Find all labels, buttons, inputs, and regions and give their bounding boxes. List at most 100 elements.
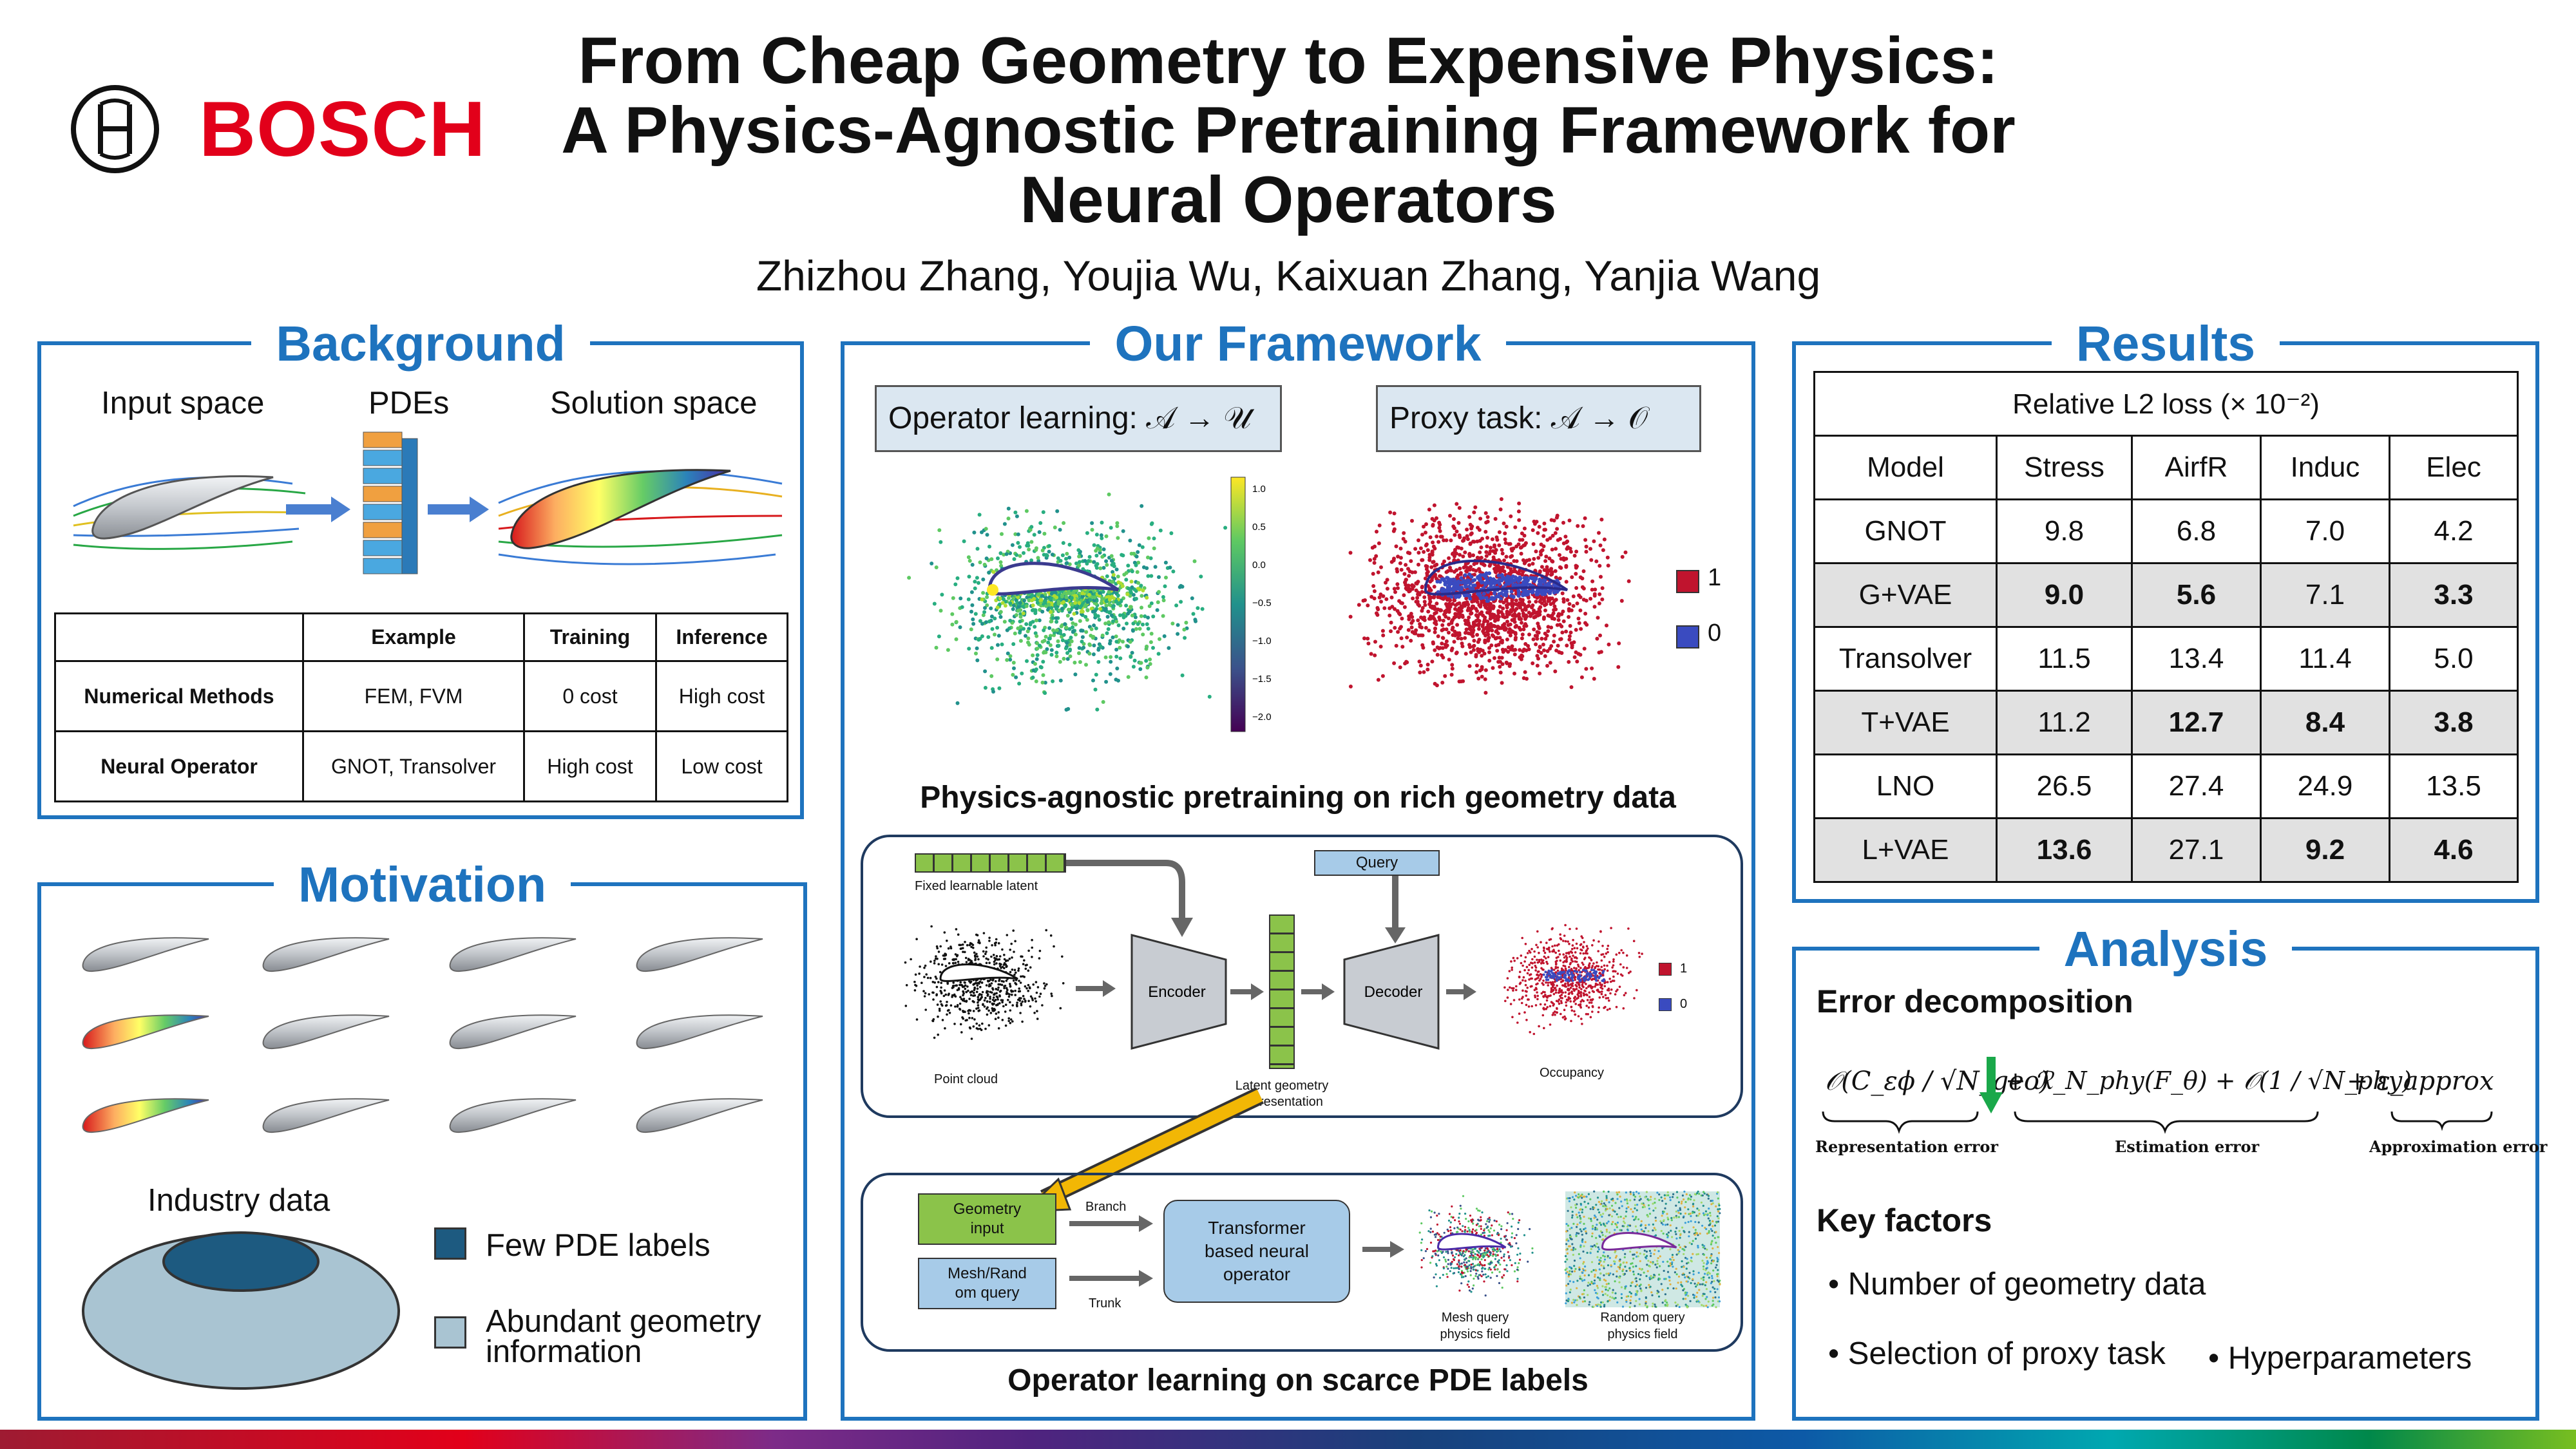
scatter-point <box>1156 600 1160 605</box>
scatter-point <box>1068 654 1073 659</box>
scatter-point <box>994 943 997 947</box>
scatter-point <box>1423 576 1427 581</box>
scatter-point <box>1590 969 1593 972</box>
scatter-point <box>1407 551 1412 555</box>
scatter-point <box>1048 643 1053 647</box>
pdes-label: PDEs <box>368 386 450 421</box>
scatter-point <box>1545 947 1549 951</box>
scatter-point <box>1523 670 1527 674</box>
scatter-point <box>1546 625 1550 629</box>
scatter-point <box>1435 516 1438 520</box>
scatter-point <box>1524 613 1529 618</box>
scatter-point <box>1430 516 1435 521</box>
scatter-point <box>997 1016 1000 1019</box>
scatter-point <box>1493 566 1498 571</box>
scatter-point <box>1420 585 1424 590</box>
scatter-point <box>1567 634 1572 638</box>
scatter-point <box>1541 617 1546 621</box>
scatter-point <box>934 565 939 569</box>
scatter-point <box>967 574 971 579</box>
scatter-point <box>1447 589 1451 593</box>
scatter-point <box>960 947 963 950</box>
scatter-point <box>1450 667 1455 671</box>
scatter-point <box>1368 558 1372 562</box>
scatter-point <box>993 616 997 621</box>
scatter-point <box>1565 954 1567 958</box>
scatter-point <box>1130 650 1134 655</box>
scatter-point <box>904 1005 908 1007</box>
scatter-point <box>944 958 947 960</box>
scatter-point <box>965 999 968 1002</box>
scatter-point <box>1556 1007 1558 1010</box>
scatter-point <box>1032 596 1036 601</box>
scatter-point <box>1437 526 1442 530</box>
scatter-point <box>1062 521 1066 526</box>
scatter-point <box>1429 1242 1433 1244</box>
scatter-point <box>995 992 998 995</box>
scatter-point <box>1410 630 1415 634</box>
scatter-point <box>1590 998 1592 1001</box>
scatter-point <box>1029 525 1034 529</box>
scatter-point <box>1496 564 1500 568</box>
scatter-point <box>1574 976 1576 978</box>
scatter-point <box>1105 595 1109 600</box>
scatter-point <box>1487 571 1491 576</box>
scatter-point <box>978 619 982 623</box>
scatter-point <box>1476 576 1480 580</box>
scatter-point <box>1174 603 1179 608</box>
scatter-point <box>1128 639 1132 644</box>
scatter-point <box>1056 643 1061 648</box>
scatter-point <box>959 1002 962 1005</box>
scatter-point <box>1426 609 1431 614</box>
scatter-point <box>1478 612 1482 616</box>
scatter-point <box>1527 558 1532 562</box>
scatter-point <box>1180 673 1185 677</box>
scatter-point <box>1034 667 1038 672</box>
scatter-point <box>1157 575 1161 580</box>
scatter-point <box>993 1003 995 1005</box>
scatter-point <box>960 605 964 609</box>
scatter-point <box>1042 638 1047 643</box>
scatter-point <box>1001 965 1004 969</box>
scatter-point <box>1478 647 1483 652</box>
scatter-point <box>1043 691 1047 696</box>
scatter-point <box>1580 585 1585 589</box>
scatter-point <box>1489 643 1494 648</box>
scatter-point <box>1579 948 1582 951</box>
scatter-point <box>1458 571 1463 575</box>
airfoil-shape <box>262 937 390 972</box>
scatter-point <box>1393 590 1397 594</box>
scatter-point <box>971 1017 974 1019</box>
scatter-point <box>994 998 997 1001</box>
scatter-point <box>963 981 966 984</box>
scatter-point <box>995 958 998 960</box>
scatter-point <box>1521 558 1525 562</box>
scatter-point <box>1534 600 1538 604</box>
scatter-point <box>1112 615 1117 620</box>
scatter-point <box>1447 630 1451 635</box>
scatter-point <box>1478 573 1483 577</box>
scatter-point <box>1116 623 1121 627</box>
scatter-point <box>1539 1003 1542 1006</box>
scatter-point <box>1027 598 1031 602</box>
transformer-label-1: Transformer <box>1208 1218 1306 1238</box>
scatter-point <box>1022 551 1026 555</box>
scatter-point <box>1596 983 1598 986</box>
scatter-point <box>1516 613 1520 618</box>
scatter-point <box>1550 547 1554 552</box>
scatter-point <box>978 998 982 1001</box>
scatter-point <box>954 1005 957 1008</box>
scatter-point <box>1486 638 1491 643</box>
scatter-point <box>998 596 1002 601</box>
scatter-point <box>1592 939 1595 942</box>
scatter-point <box>1509 554 1513 559</box>
scatter-point <box>1520 954 1523 957</box>
table-cell: 0 cost <box>523 660 657 732</box>
scatter-point <box>1526 972 1529 975</box>
scatter-point <box>1379 565 1383 569</box>
scatter-point <box>1131 621 1136 626</box>
scatter-point <box>1531 1247 1534 1250</box>
scatter-point <box>1445 598 1449 602</box>
scatter-point <box>1145 665 1150 670</box>
scatter-point <box>923 967 926 969</box>
